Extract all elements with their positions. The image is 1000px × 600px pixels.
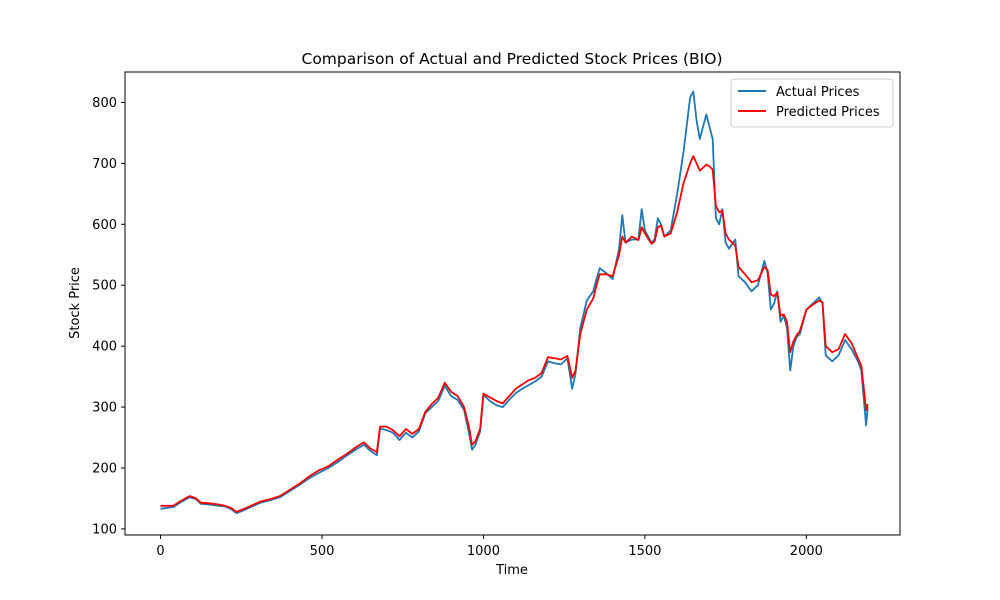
x-axis-ticks: 0 500 1000 1500 2000 bbox=[156, 535, 823, 559]
series-line-predicted bbox=[160, 155, 869, 513]
y-tick-label: 700 bbox=[92, 157, 117, 172]
x-tick-label: 1500 bbox=[628, 544, 661, 559]
legend-box bbox=[730, 78, 894, 128]
chart-title: Comparison of Actual and Predicted Stock… bbox=[302, 50, 723, 68]
y-tick-label: 800 bbox=[92, 96, 117, 111]
x-tick-label: 2000 bbox=[790, 544, 823, 559]
y-tick-label: 100 bbox=[92, 522, 117, 537]
y-axis-ticks: 100 200 300 400 500 600 700 800 bbox=[92, 96, 125, 537]
x-tick-label: 0 bbox=[156, 544, 164, 559]
x-tick-label: 1000 bbox=[467, 544, 500, 559]
x-tick-label: 500 bbox=[310, 544, 335, 559]
y-tick-label: 600 bbox=[92, 218, 117, 233]
y-tick-label: 500 bbox=[92, 279, 117, 294]
series-layer bbox=[160, 90, 869, 514]
x-axis-label: Time bbox=[495, 563, 528, 578]
y-tick-label: 400 bbox=[92, 340, 117, 355]
series-line-actual bbox=[160, 90, 869, 514]
legend-label-predicted: Predicted Prices bbox=[776, 105, 880, 120]
legend-label-actual: Actual Prices bbox=[776, 85, 860, 100]
plot-area bbox=[124, 71, 901, 536]
y-tick-label: 300 bbox=[92, 401, 117, 416]
y-tick-label: 200 bbox=[92, 461, 117, 476]
axes-frame bbox=[124, 71, 901, 536]
y-axis-label: Stock Price bbox=[68, 267, 83, 339]
legend: Actual Prices Predicted Prices bbox=[730, 78, 894, 128]
